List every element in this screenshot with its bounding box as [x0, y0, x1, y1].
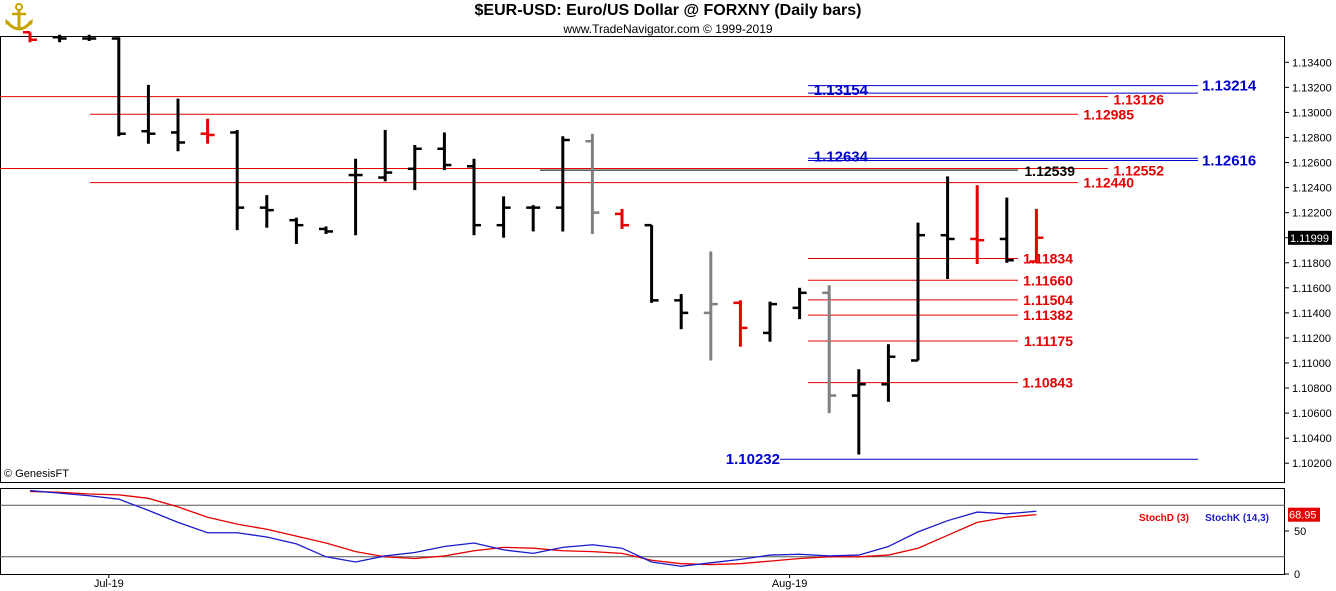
ohlc-bar — [674, 294, 689, 330]
chart-header: $EUR-USD: Euro/US Dollar @ FORXNY (Daily… — [0, 0, 1336, 36]
level-label: 1.12616 — [1202, 153, 1256, 170]
price-tick-label: 1.11800 — [1292, 258, 1331, 270]
ohlc-bar — [1029, 208, 1044, 263]
date-label: Aug-19 — [772, 578, 807, 590]
price-tick-label: 1.12600 — [1292, 158, 1332, 170]
ohlc-bar — [437, 132, 452, 171]
level-label: 1.12539 — [1024, 163, 1075, 179]
price-tick-label: 1.10800 — [1292, 383, 1332, 395]
price-tick-label: 1.11200 — [1292, 333, 1331, 345]
price-tick-label: 1.11000 — [1292, 358, 1331, 370]
stoch-series-line — [29, 490, 1037, 566]
ohlc-bar — [141, 84, 156, 144]
ohlc-bar — [496, 196, 511, 238]
stoch-series-line — [29, 489, 1037, 567]
price-bars-layer — [23, 30, 1044, 455]
price-tick-label: 1.13000 — [1292, 107, 1332, 119]
ohlc-bar — [82, 34, 97, 42]
stoch-last-label: 68.95 — [1289, 510, 1317, 522]
ohlc-bar — [259, 195, 274, 228]
level-label: 1.11834 — [1023, 250, 1073, 266]
ohlc-bar — [23, 30, 37, 43]
date-label: Jul-19 — [94, 578, 124, 590]
ohlc-bar — [407, 144, 422, 191]
ohlc-bar — [555, 136, 570, 232]
level-label: 1.10232 — [726, 451, 780, 468]
ohlc-bar — [822, 285, 837, 414]
price-tick-label: 1.12400 — [1292, 183, 1332, 195]
level-label: 1.12985 — [1083, 106, 1134, 122]
price-tick-label: 1.10200 — [1292, 458, 1332, 470]
ohlc-bar — [585, 133, 600, 234]
stoch-legend-d: StochD (3) — [1139, 513, 1189, 524]
stoch-tick-label: 50 — [1294, 526, 1306, 538]
ohlc-bar — [526, 205, 541, 232]
price-tick-label: 1.11400 — [1292, 308, 1331, 320]
last-price-label: 1.11999 — [1290, 233, 1329, 245]
ohlc-bar — [348, 158, 363, 236]
stoch-last-marker — [1288, 507, 1320, 522]
ohlc-bar — [378, 129, 393, 182]
ohlc-bar — [319, 226, 333, 234]
stoch-tick-label: 0 — [1294, 569, 1300, 581]
ohlc-bar — [763, 301, 777, 342]
ohlc-bar — [911, 222, 925, 362]
date-axis-layer: Jul-19 Aug-19 — [94, 574, 807, 590]
ohlc-bar — [792, 287, 807, 320]
ohlc-bar — [733, 300, 748, 347]
price-tick-label: 1.10400 — [1292, 433, 1332, 445]
ohlc-bar — [467, 158, 481, 236]
ohlc-bar — [703, 251, 718, 361]
price-tick-label: 1.12200 — [1292, 208, 1332, 220]
level-label: 1.13126 — [1113, 92, 1164, 108]
ohlc-bar — [644, 223, 659, 303]
level-label: 1.11382 — [1023, 307, 1073, 323]
price-axis-layer: 1.13400 1.13200 1.13000 1.12800 1.12600 1.124… — [1285, 57, 1332, 470]
price-panel-frame — [0, 36, 1285, 483]
ohlc-bar — [615, 208, 629, 229]
chart-title: $EUR-USD: Euro/US Dollar @ FORXNY (Daily… — [474, 2, 862, 19]
price-tick-label: 1.13200 — [1292, 82, 1332, 94]
stoch-legend-k: StochK (14,3) — [1205, 513, 1269, 524]
level-label: 1.11504 — [1023, 292, 1073, 308]
ohlc-bar — [970, 185, 985, 265]
level-label: 1.13154 — [814, 82, 869, 99]
level-label: 1.12552 — [1113, 163, 1164, 179]
anchor-logo-icon — [4, 2, 34, 34]
ohlc-bar — [171, 98, 185, 152]
level-label: 1.13214 — [1202, 78, 1257, 95]
ohlc-bar — [940, 176, 955, 280]
copyright-label: © GenesisFT — [4, 468, 69, 480]
ohlc-bar — [230, 129, 245, 231]
level-label: 1.11660 — [1023, 272, 1073, 288]
last-price-marker — [1288, 230, 1332, 245]
stochastic-panel-layer: StochD (3) StochK (14,3) 50 0 68.95 — [0, 489, 1320, 581]
level-label: 1.12440 — [1083, 175, 1134, 191]
price-tick-label: 1.13400 — [1292, 57, 1332, 69]
price-tick-label: 1.12800 — [1292, 132, 1332, 144]
ohlc-bar — [881, 344, 896, 402]
level-label: 1.11175 — [1024, 333, 1073, 349]
price-tick-label: 1.10600 — [1292, 408, 1332, 420]
level-label: 1.10843 — [1022, 375, 1073, 391]
price-tick-label: 1.11600 — [1292, 283, 1331, 295]
ohlc-bar — [200, 118, 215, 144]
ohlc-bar — [289, 217, 304, 244]
ohlc-bar — [52, 34, 67, 43]
stoch-panel-frame — [0, 488, 1285, 575]
ohlc-bar — [999, 197, 1014, 263]
chart-subtitle: www.TradeNavigator.com © 1999-2019 — [563, 22, 773, 36]
ohlc-bar — [111, 37, 126, 137]
ohlc-bar — [851, 369, 866, 455]
level-label: 1.12634 — [814, 148, 869, 165]
axes-layer — [0, 36, 1285, 575]
